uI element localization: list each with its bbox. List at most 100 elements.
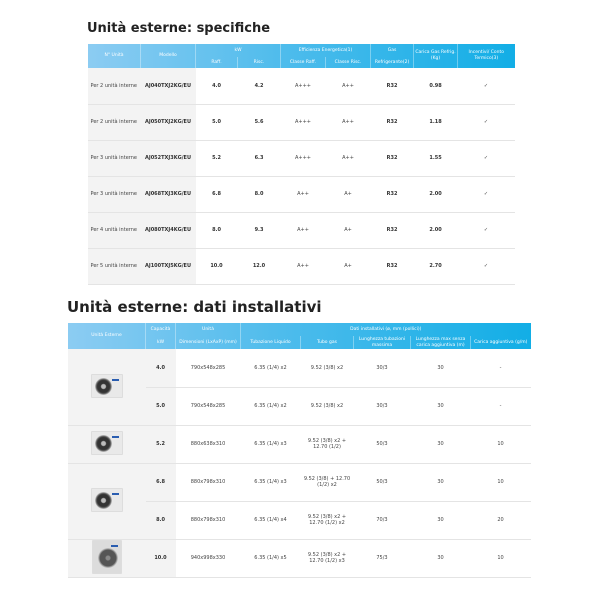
cell-gas: R32	[370, 140, 414, 177]
cell-units: Per 2 unità interne	[87, 104, 141, 141]
cell-gas: 9.52 (3/8) x2 + 12.70 (1/2) x2	[300, 501, 354, 540]
unit-image-cell	[67, 425, 146, 464]
cell-charge: 2.70	[413, 248, 458, 285]
cell-liq: 6.35 (1/4) x5	[240, 539, 301, 578]
header-liq: Tubazione Liquido	[240, 336, 301, 350]
header-len: Lunghezza tubazioni massima	[353, 336, 411, 350]
header-lenmax: Lunghezza max senza carica aggiuntiva (m…	[410, 336, 471, 350]
cell-gas: 9.52 (3/8) + 12.70 (1/2) x2	[300, 463, 354, 502]
cell-heat: 8.0	[237, 176, 281, 213]
cell-charge: 1.55	[413, 140, 458, 177]
cell-len: 30/3	[353, 387, 411, 426]
spec-row: Per 3 unità interne AJ052TXJ3KG/EU 5.2 6.3 A…	[87, 140, 515, 177]
spec-row: Per 4 unità interne AJ080TXJ4KG/EU 8.0 9.3 A…	[87, 212, 515, 249]
cell-gas: 9.52 (3/8) x2 + 12.70 (1/2)	[300, 425, 354, 464]
fan-icon	[97, 548, 118, 569]
header-kw: kW	[195, 44, 281, 57]
spec-row: Per 2 unità interne AJ050TXJ2KG/EU 5.0 5.6 A…	[87, 104, 515, 141]
install-row: 5.2 880x638x310 6.35 (1/4) x3 9.52 (3/8) x2…	[67, 425, 531, 464]
unit-image-cell	[67, 349, 146, 426]
brand-logo	[110, 545, 118, 547]
outdoor-unit-image	[90, 431, 123, 456]
cell-liq: 6.35 (1/4) x4	[240, 501, 301, 540]
cell-dim: 940x998x330	[175, 539, 241, 578]
cell-cool: 5.0	[195, 104, 238, 141]
cell-len: 50/3	[353, 425, 411, 464]
cell-eh: A++	[325, 140, 371, 177]
cell-ec: A++	[280, 248, 326, 285]
cell-cool: 6.8	[195, 176, 238, 213]
cell-model: AJ080TXJ4KG/EU	[140, 212, 196, 249]
header-kw-heat: Risc.	[237, 57, 281, 68]
header-model: Modello	[140, 44, 196, 68]
cell-units: Per 4 unità interne	[87, 212, 141, 249]
spec-row: Per 5 unità interne AJ100TXJ5KG/EU 10.0 12.…	[87, 248, 515, 285]
cell-ec: A++	[280, 212, 326, 249]
cell-gas: R32	[370, 248, 414, 285]
cell-units: Per 3 unità interne	[87, 176, 141, 213]
install-row: 8.0 880x798x310 6.35 (1/4) x4 9.52 (3/8) x2…	[68, 501, 531, 540]
cell-charge: 1.18	[413, 104, 458, 141]
header-cap: Capacità	[145, 323, 176, 336]
fan-icon	[94, 492, 112, 510]
spec-table: N° Unità Modello kW Efficienza Energetic…	[87, 44, 515, 285]
cell-lenmax: 30	[410, 539, 471, 578]
header-eff: Efficienza Energetica(1)	[279, 44, 371, 57]
header-gas: Tubo gas	[300, 336, 354, 350]
cell-model: AJ068TXJ3KG/EU	[140, 176, 196, 213]
cell-gas: 9.52 (3/8) x2	[300, 387, 354, 426]
cell-liq: 6.35 (1/4) x2	[240, 387, 301, 426]
cell-cap: 10.0	[145, 539, 176, 578]
cell-gas: 9.52 (3/8) x2 + 12.70 (1/2) x3	[300, 539, 354, 578]
cell-cap: 5.0	[145, 387, 176, 426]
cell-eh: A++	[325, 68, 371, 105]
cell-add: -	[470, 349, 531, 388]
install-row: 10.0 940x998x330 6.35 (1/4) x5 9.52 (3/8) x…	[67, 539, 531, 578]
cell-eh: A+	[325, 248, 371, 285]
header-dim-sub: Dimensioni (LxAxP) (mm)	[175, 336, 241, 350]
cell-gas: R32	[370, 212, 414, 249]
install-row: 5.0 790x548x285 6.35 (1/4) x2 9.52 (3/8) x2…	[68, 387, 531, 426]
brand-logo	[111, 493, 119, 495]
cell-add: 10	[470, 463, 531, 502]
cell-cool: 10.0	[195, 248, 238, 285]
outdoor-unit-image	[90, 374, 123, 398]
cell-len: 75/3	[353, 539, 411, 578]
header-unit: Unità Esterne	[67, 323, 146, 350]
header-cap-sub: kW	[145, 336, 176, 350]
cell-heat: 4.2	[237, 68, 281, 105]
cell-cool: 4.0	[195, 68, 238, 105]
cell-ec: A++	[280, 176, 326, 213]
header-add: Carica aggiuntiva (g/m)	[470, 336, 531, 350]
cell-model: AJ040TXJ2KG/EU	[140, 68, 196, 105]
cell-dim: 880x638x310	[175, 425, 241, 464]
cell-inc: ✓	[457, 248, 515, 285]
cell-len: 50/3	[353, 463, 411, 502]
cell-add: 10	[470, 539, 531, 578]
cell-units: Per 3 unità interne	[87, 140, 141, 177]
cell-cap: 5.2	[145, 425, 176, 464]
cell-gas: 9.52 (3/8) x2	[300, 349, 354, 388]
install-title: Unità esterne: dati installativi	[67, 298, 322, 316]
cell-ec: A+++	[280, 68, 326, 105]
cell-gas: R32	[370, 104, 414, 141]
outdoor-unit-image	[91, 540, 122, 575]
cell-cap: 8.0	[145, 501, 176, 540]
cell-dim: 790x548x285	[175, 349, 241, 388]
header-gas-sub: Refrigerante(2)	[370, 57, 414, 68]
cell-dim: 880x798x310	[175, 501, 241, 540]
header-kw-cool: Raff.	[195, 57, 238, 68]
cell-add: 10	[470, 425, 531, 464]
cell-heat: 6.3	[237, 140, 281, 177]
cell-len: 30/3	[353, 349, 411, 388]
header-gas: Gas	[370, 44, 414, 57]
spec-title: Unità esterne: specifiche	[87, 21, 271, 36]
brand-logo	[111, 379, 119, 381]
fan-icon	[94, 435, 112, 453]
install-table: Unità Esterne Capacità Unità Dati instal…	[67, 323, 531, 578]
cell-ec: A+++	[280, 104, 326, 141]
cell-lenmax: 30	[410, 501, 471, 540]
cell-liq: 6.35 (1/4) x3	[240, 425, 301, 464]
cell-lenmax: 30	[410, 387, 471, 426]
cell-ec: A+++	[280, 140, 326, 177]
